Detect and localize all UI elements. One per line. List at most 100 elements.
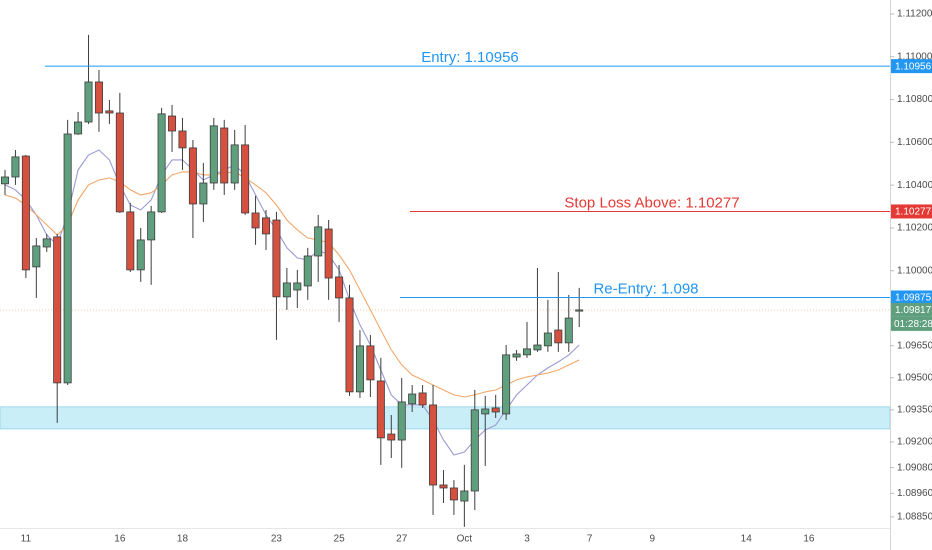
- candle-body: [470, 409, 479, 492]
- x-tick-label: Oct: [457, 534, 473, 545]
- countdown-box: [891, 316, 932, 331]
- candle-body: [554, 329, 563, 344]
- countdown-text: 01:28:28: [894, 319, 932, 330]
- x-tick-label: 14: [741, 534, 753, 545]
- price-label-box: [891, 290, 932, 305]
- candle-body: [168, 115, 177, 132]
- candle-body: [261, 217, 270, 235]
- candle-body: [199, 182, 208, 205]
- y-tick-label: 1.08850: [897, 512, 932, 523]
- moving-average-line: [4, 171, 580, 398]
- annotation-label: Stop Loss Above: 1.10277: [564, 194, 739, 211]
- candle-body: [0, 176, 9, 185]
- x-tick-label: 16: [803, 534, 815, 545]
- candle-body: [335, 276, 344, 299]
- candle-body: [220, 127, 229, 184]
- candle-body: [157, 113, 166, 213]
- zone: [0, 406, 891, 430]
- y-tick-label: 1.10000: [897, 265, 932, 276]
- x-tick-label: 27: [396, 534, 408, 545]
- candle-body: [94, 81, 103, 114]
- candle-body: [366, 345, 375, 381]
- candle-body: [429, 404, 438, 486]
- x-tick-label: 11: [21, 534, 32, 545]
- candle-body: [11, 156, 20, 178]
- candle-body: [21, 155, 30, 271]
- candle-body: [418, 392, 427, 406]
- annotation-label: Entry: 1.10956: [421, 49, 519, 66]
- y-tick-label: 1.10400: [897, 180, 932, 191]
- candle-body: [303, 255, 312, 287]
- candle-body: [324, 228, 333, 279]
- candle-body: [178, 130, 187, 149]
- price-label-box: [891, 204, 932, 219]
- y-tick-label: 1.09650: [897, 340, 932, 351]
- candle-body: [293, 282, 302, 291]
- candle-body: [188, 147, 197, 205]
- price-label-box: [891, 59, 932, 74]
- price-axis: [890, 0, 932, 550]
- candle-body: [209, 125, 218, 184]
- candle-body: [376, 380, 385, 439]
- price-label-text: 1.09875: [895, 293, 932, 304]
- x-tick-label: 7: [587, 534, 593, 545]
- x-tick-label: 18: [177, 534, 189, 545]
- candle-body: [439, 484, 448, 489]
- candle-body: [136, 239, 145, 271]
- y-tick-label: 1.09080: [897, 462, 932, 473]
- x-tick-label: 9: [649, 534, 655, 545]
- y-tick-label: 1.11200: [897, 9, 932, 20]
- candle-body: [147, 211, 156, 241]
- candle-body: [42, 238, 51, 248]
- candle-body: [460, 490, 469, 502]
- candle-body: [481, 408, 490, 415]
- last-price-text: 1.09817: [895, 305, 932, 316]
- candle-body: [251, 212, 260, 229]
- last-price-box: [891, 302, 932, 317]
- candle-body: [449, 487, 458, 501]
- candle-body: [512, 353, 521, 358]
- candle-body: [230, 144, 239, 184]
- price-label-text: 1.10956: [895, 61, 932, 72]
- candle-body: [126, 211, 135, 271]
- candle-body: [345, 297, 354, 393]
- candle-body: [74, 121, 83, 135]
- candle-body: [105, 110, 114, 114]
- candle-body: [543, 332, 552, 347]
- y-tick-label: 1.10600: [897, 137, 932, 148]
- candle-body: [533, 344, 542, 351]
- candle-body: [241, 144, 250, 214]
- candle-body: [32, 245, 41, 268]
- candle-body: [408, 393, 417, 405]
- y-tick-label: 1.10800: [897, 94, 932, 105]
- x-tick-label: 23: [271, 534, 283, 545]
- candle-body: [575, 309, 584, 312]
- candle-body: [523, 348, 532, 356]
- candle-body: [314, 226, 323, 257]
- candle-body: [282, 282, 291, 298]
- y-tick-label: 1.09500: [897, 372, 932, 383]
- x-tick-label: 25: [334, 534, 346, 545]
- candle-body: [115, 112, 124, 213]
- y-tick-label: 1.10200: [897, 223, 932, 234]
- candle-body: [502, 354, 511, 415]
- price-label-text: 1.10277: [895, 207, 932, 218]
- candle-body: [84, 81, 93, 123]
- candle-body: [355, 345, 364, 393]
- candle-body: [387, 433, 396, 441]
- candle-body: [53, 236, 62, 384]
- candle-body: [397, 401, 406, 441]
- y-tick-label: 1.09350: [897, 404, 932, 415]
- candle-body: [63, 133, 72, 384]
- y-tick-label: 1.08960: [897, 488, 932, 499]
- candle-body: [564, 317, 573, 344]
- candle-body: [272, 219, 281, 298]
- y-tick-label: 1.09200: [897, 437, 932, 448]
- x-tick-label: 16: [114, 534, 126, 545]
- candle-body: [491, 407, 500, 413]
- moving-average-line: [4, 149, 580, 456]
- y-tick-label: 1.11000: [897, 51, 932, 62]
